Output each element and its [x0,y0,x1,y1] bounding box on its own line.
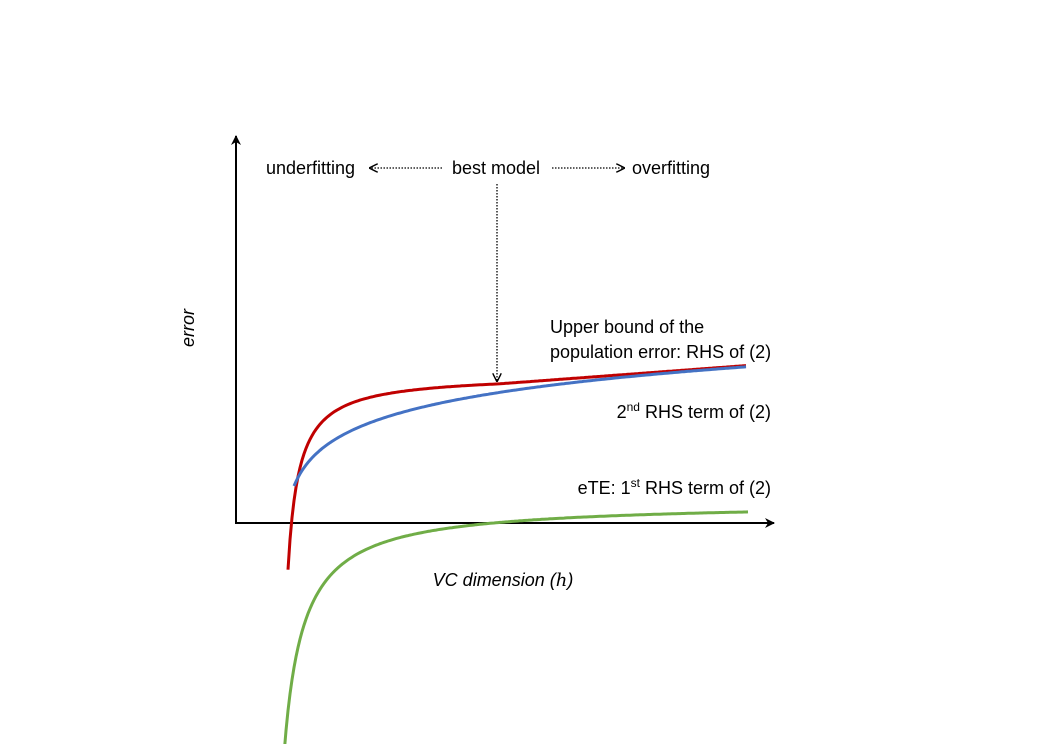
upper-bound-curve [286,364,747,570]
first-term-curve [283,510,749,744]
upper-bound-label-line2: population error: RHS of (2) [550,342,771,362]
upper-bound-label-line1: Upper bound of the [550,317,704,337]
first-term-label: eTE: 1st RHS term of (2) [578,476,771,498]
y-axis-label: error [178,308,198,347]
second-term-curve [292,365,747,487]
overfitting-label: overfitting [632,158,710,178]
best-model-label: best model [452,158,540,178]
underfitting-label: underfitting [266,158,355,178]
x-axis-label: VC dimension (h) [433,570,574,591]
second-term-label: 2nd RHS term of (2) [617,400,771,422]
